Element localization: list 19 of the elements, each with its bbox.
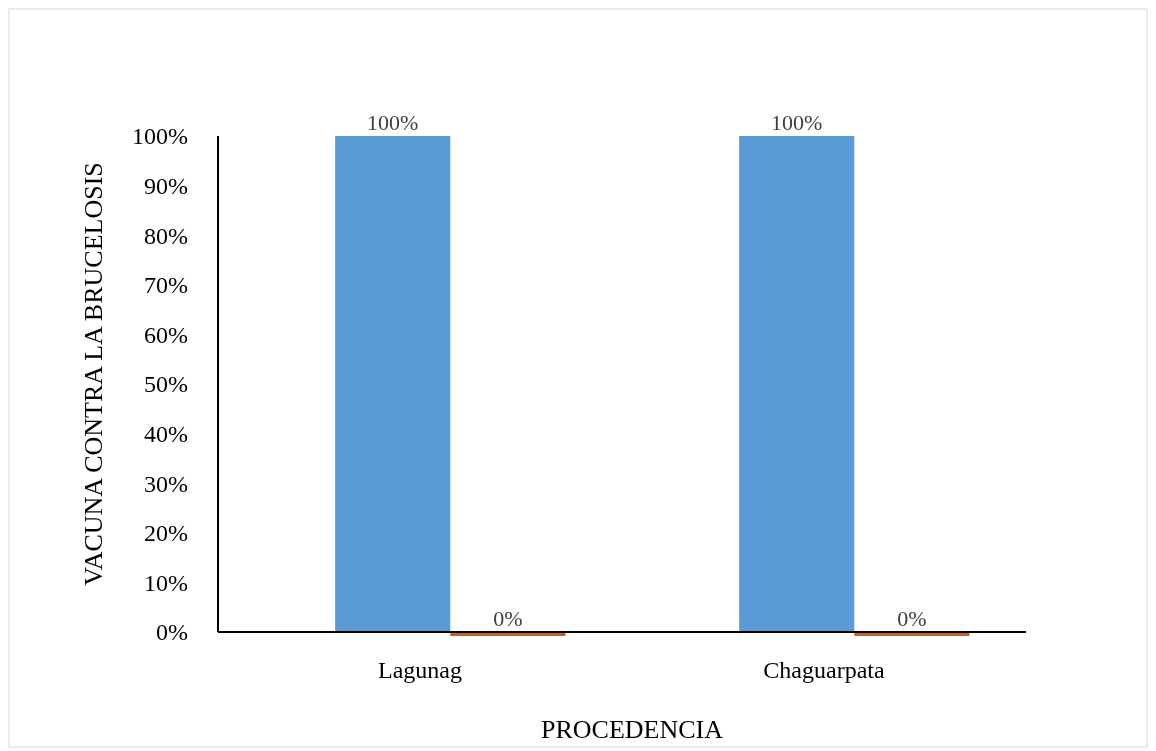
data-label: 100%: [367, 110, 419, 135]
y-tick-label: 30%: [144, 470, 188, 497]
data-label: 100%: [771, 110, 823, 135]
y-tick-label: 0%: [156, 619, 188, 646]
y-tick-label: 40%: [144, 421, 188, 447]
y-axis-title: VACUNA CONTRA LA BRUCELOSIS: [79, 162, 108, 586]
y-tick-label: 20%: [144, 520, 188, 547]
x-tick-label: Lagunag: [378, 657, 462, 683]
y-tick-label: 90%: [144, 173, 188, 199]
y-tick-label: 60%: [144, 321, 188, 348]
data-label: 0%: [493, 606, 523, 631]
y-tick-label: 80%: [144, 222, 188, 249]
y-tick-label: 100%: [132, 123, 188, 150]
y-tick-label: 50%: [144, 371, 188, 398]
x-axis-title: PROCEDENCIA: [540, 715, 724, 744]
data-label: 0%: [897, 606, 927, 631]
y-tick-label: 70%: [144, 272, 188, 299]
x-tick-label: Chaguarpata: [763, 657, 885, 683]
y-tick-label: 10%: [144, 569, 188, 596]
